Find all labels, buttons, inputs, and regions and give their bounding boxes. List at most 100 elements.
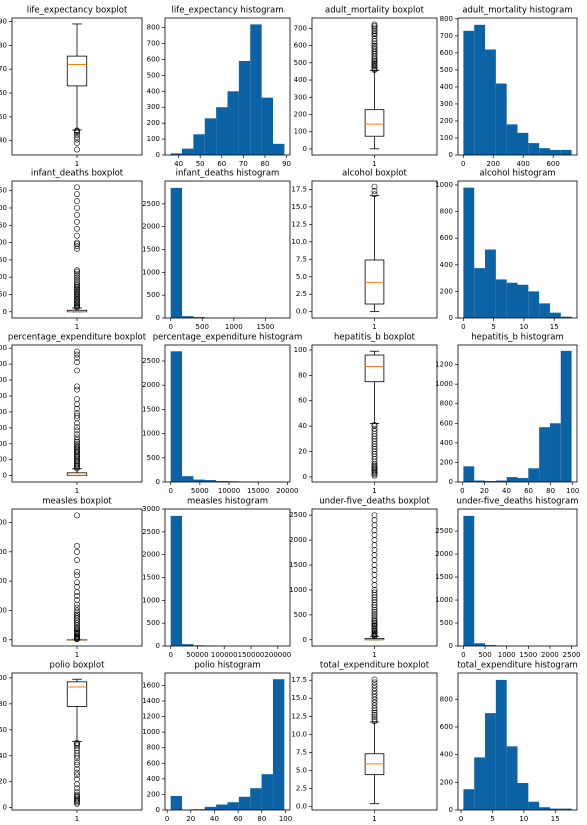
- flier: [371, 624, 378, 631]
- bar: [170, 153, 182, 155]
- subplot: measles histogram 0 500 1000 1500 2000 2500 300…: [142, 497, 291, 660]
- flier: [74, 427, 80, 434]
- x-tick-label: 0: [165, 815, 169, 823]
- subplot: under-five_deaths boxplot 0 500 1000 1500 200…: [289, 497, 438, 659]
- y-tick-label: 700: [294, 24, 307, 32]
- flier: [74, 739, 80, 746]
- subplot: percentage_expenditure boxplot 0 2500 5000 7…: [0, 333, 147, 496]
- flier: [74, 431, 80, 438]
- flier: [74, 543, 80, 549]
- x-tick-label: 0: [168, 487, 172, 495]
- x-tick-label: 0: [168, 323, 172, 331]
- flier: [74, 272, 80, 279]
- bar: [463, 789, 475, 810]
- subplot-title: alcohol histogram: [479, 169, 555, 179]
- y-tick-label: 1000: [142, 268, 160, 276]
- y-tick-label: 3000: [142, 505, 160, 513]
- flier: [74, 245, 80, 252]
- bar: [170, 351, 183, 482]
- y-tick-label: 1500: [0, 204, 7, 212]
- y-tick-label: 80: [298, 371, 307, 379]
- flier: [371, 537, 378, 544]
- axes-frame: [11, 344, 143, 483]
- flier: [371, 702, 378, 709]
- y-tick-label: 800: [440, 15, 453, 23]
- subplot-title: under-five_deaths histogram: [456, 497, 578, 507]
- y-tick-label: 500: [147, 291, 160, 299]
- flier: [74, 198, 80, 204]
- y-tick-label: 800: [147, 24, 160, 32]
- y-tick-label: 700: [440, 32, 453, 40]
- flier: [74, 290, 80, 297]
- subplot: life_expectancy boxplot 40 50 60 70 80 90 1: [0, 6, 143, 168]
- subplot: alcohol histogram 0 200 400 600 800 1000 0 5 10 15: [435, 169, 578, 331]
- flier: [371, 572, 378, 578]
- flier: [371, 582, 378, 588]
- box: [66, 55, 88, 87]
- axes-frame: [457, 344, 578, 483]
- subplot-title: infant_deaths boxplot: [31, 169, 124, 179]
- axes-frame: [311, 180, 438, 319]
- bar: [474, 24, 486, 156]
- bar: [170, 795, 183, 810]
- bar: [485, 713, 496, 810]
- x-tick-label: 5: [491, 323, 495, 331]
- flier: [74, 386, 80, 393]
- axes-frame: [164, 180, 291, 319]
- x-tick-label: 2000: [541, 651, 559, 659]
- flier: [74, 129, 80, 136]
- y-tick-label: 400: [440, 261, 453, 269]
- x-tick-label: 0: [460, 487, 464, 495]
- x-tick-label: 200000: [264, 651, 291, 659]
- subplot-title: hepatitis_b histogram: [471, 333, 563, 343]
- bar: [238, 61, 251, 155]
- flier: [74, 769, 80, 776]
- y-tick-label: 200: [440, 117, 453, 125]
- flier: [74, 607, 80, 614]
- subplot-title: life_expectancy boxplot: [27, 6, 128, 16]
- x-tick-label: 200: [487, 160, 500, 168]
- flier: [74, 604, 80, 611]
- flier: [74, 289, 80, 296]
- x-tick-label: 40: [502, 487, 511, 495]
- y-tick-label: 2000: [142, 381, 160, 389]
- x-tick-label: 1: [372, 815, 376, 823]
- axes-frame: [311, 508, 438, 647]
- flier: [74, 146, 80, 153]
- y-tick-label: 1750: [0, 187, 7, 195]
- bar: [506, 746, 518, 810]
- y-tick-label: 200: [294, 111, 307, 119]
- flier: [371, 532, 378, 539]
- flier: [74, 791, 80, 798]
- axes-frame: [11, 672, 143, 811]
- y-tick-label: 1000: [435, 181, 453, 189]
- bar: [204, 118, 217, 155]
- flier: [74, 601, 80, 608]
- y-tick-label: 1500: [435, 573, 453, 581]
- flier: [74, 283, 80, 290]
- x-tick-label: 20: [186, 815, 195, 823]
- flier: [74, 241, 80, 247]
- y-tick-label: 1500: [289, 561, 307, 569]
- y-tick-label: 500: [294, 611, 307, 619]
- bar: [182, 644, 194, 646]
- y-tick-label: 500: [147, 71, 160, 79]
- flier: [371, 183, 378, 190]
- flier: [74, 741, 80, 747]
- y-tick-label: 1400: [142, 697, 160, 705]
- y-tick-label: 600: [440, 49, 453, 57]
- box: [66, 681, 88, 707]
- y-tick-label: 300: [294, 93, 307, 101]
- flier: [74, 295, 80, 301]
- subplot: alcohol boxplot 0.0 2.5 5.0 7.5 10.0 12.5 15.0 1…: [291, 169, 438, 331]
- y-tick-label: 2000: [142, 223, 160, 231]
- flier: [74, 781, 80, 788]
- subplot: polio histogram0200400600800100012001400…: [142, 661, 292, 824]
- box: [364, 354, 385, 383]
- subplot-title: polio histogram: [194, 661, 260, 671]
- y-tick-label: 10.0: [291, 730, 307, 738]
- flier: [74, 274, 80, 281]
- bar: [517, 132, 529, 155]
- y-tick-label: 0: [156, 478, 160, 486]
- x-tick-label: 0: [168, 651, 172, 659]
